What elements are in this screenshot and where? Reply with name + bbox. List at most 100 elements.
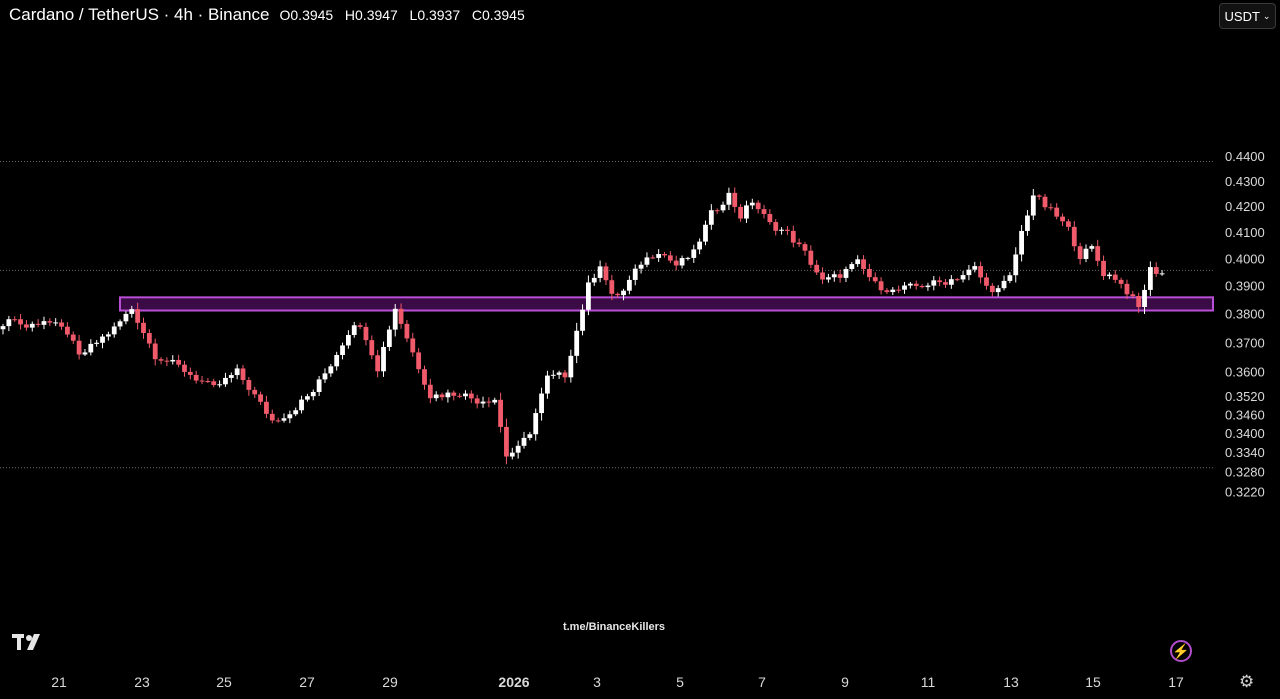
- candle-body: [849, 264, 855, 269]
- candle-body: [1001, 280, 1007, 289]
- candle-body: [720, 204, 726, 211]
- candle-body: [1071, 226, 1077, 247]
- candle-body: [504, 426, 509, 457]
- symbol-title[interactable]: Cardano / TetherUS · 4h · Binance: [9, 5, 270, 24]
- candle-body: [650, 257, 656, 259]
- candle-body: [369, 340, 375, 356]
- time-axis-label: 2026: [498, 674, 529, 690]
- candle-body: [351, 325, 357, 335]
- candle-body: [322, 373, 328, 380]
- candle-body: [41, 321, 47, 325]
- candle-body: [152, 343, 158, 360]
- candle-body: [1077, 246, 1083, 259]
- lightning-bolt-icon[interactable]: ⚡: [1170, 640, 1192, 662]
- candle-body: [59, 322, 64, 327]
- candle-body: [943, 282, 948, 285]
- candle-body: [913, 283, 919, 286]
- candle-body: [755, 202, 761, 210]
- candle-body: [960, 275, 966, 280]
- candle-body: [457, 395, 463, 397]
- candle-body: [1147, 267, 1153, 290]
- candle-body: [673, 260, 679, 266]
- ohlc-low-value: 0.3937: [417, 7, 461, 23]
- candle-body: [70, 334, 76, 341]
- candle-body: [732, 192, 738, 207]
- candle-body: [1112, 274, 1118, 280]
- candle-body: [603, 266, 609, 281]
- price-axis-label: 0.3340: [1225, 445, 1265, 460]
- candle-body: [381, 346, 386, 372]
- candle-body: [451, 392, 457, 396]
- tradingview-logo-icon[interactable]: [12, 633, 46, 651]
- time-axis-label: 13: [1003, 674, 1019, 690]
- candle-body: [111, 326, 117, 335]
- candle-body: [626, 279, 632, 291]
- candle-body: [340, 345, 345, 356]
- candle-body: [170, 359, 176, 362]
- candle-body: [234, 368, 240, 376]
- candle-body: [708, 210, 714, 225]
- price-axis-label: 0.4300: [1225, 174, 1265, 189]
- candle-body: [831, 274, 837, 278]
- candle-body: [1007, 275, 1013, 281]
- candle-body: [404, 323, 410, 339]
- candle-body: [164, 360, 170, 362]
- candle-body: [744, 205, 749, 219]
- candle-body: [439, 394, 445, 398]
- candle-body: [392, 308, 398, 330]
- candle-body: [550, 374, 556, 376]
- price-axis-label: 0.3460: [1225, 407, 1265, 422]
- candle-body: [984, 277, 989, 286]
- candle-body: [556, 372, 562, 375]
- candle-body: [123, 313, 129, 322]
- candle-body: [47, 321, 53, 323]
- candle-body: [386, 329, 392, 347]
- candle-body: [258, 394, 263, 402]
- candle-body: [328, 366, 334, 374]
- gear-icon[interactable]: ⚙: [1239, 672, 1255, 691]
- time-axis-label: 21: [51, 674, 67, 690]
- time-axis-label: 9: [841, 674, 849, 690]
- candle-body: [410, 338, 416, 353]
- candle-body: [749, 202, 755, 206]
- candle-body: [492, 399, 498, 403]
- candle-body: [1083, 248, 1089, 259]
- candle-body: [615, 293, 621, 296]
- candle-body: [796, 242, 802, 245]
- candle-body: [814, 264, 820, 273]
- candle-body: [1130, 294, 1136, 297]
- candle-body: [878, 281, 884, 291]
- candle-body: [761, 209, 767, 214]
- candle-body: [773, 222, 779, 231]
- candle-body: [1066, 221, 1071, 227]
- candle-body: [539, 393, 544, 414]
- candle-body: [433, 394, 439, 399]
- time-axis-label: 5: [676, 674, 684, 690]
- candle-body: [925, 285, 931, 288]
- candle-body: [568, 355, 574, 378]
- candle-body: [240, 368, 246, 381]
- candle-body: [305, 396, 310, 400]
- candle-body: [1118, 279, 1124, 284]
- candle-body: [896, 289, 902, 291]
- candle-body: [193, 374, 199, 381]
- candle-body: [785, 229, 790, 231]
- candle-body: [995, 288, 1001, 293]
- candle-body: [100, 336, 105, 343]
- candle-body: [1089, 246, 1095, 249]
- currency-select[interactable]: USDT ⌄: [1219, 3, 1276, 29]
- candle-body: [978, 266, 984, 278]
- candle-body: [515, 445, 521, 453]
- candle-body: [872, 277, 878, 282]
- candle-body: [334, 355, 340, 367]
- candle-body: [88, 343, 94, 353]
- candle-body: [468, 393, 474, 399]
- candle-body: [679, 258, 685, 266]
- ohlc-close-key: C: [471, 7, 482, 23]
- candle-body: [837, 274, 843, 278]
- time-axis-label: 11: [921, 674, 936, 690]
- ohlc-close-value: 0.3945: [481, 7, 525, 23]
- candle-body: [691, 249, 697, 258]
- candle-body: [480, 401, 486, 404]
